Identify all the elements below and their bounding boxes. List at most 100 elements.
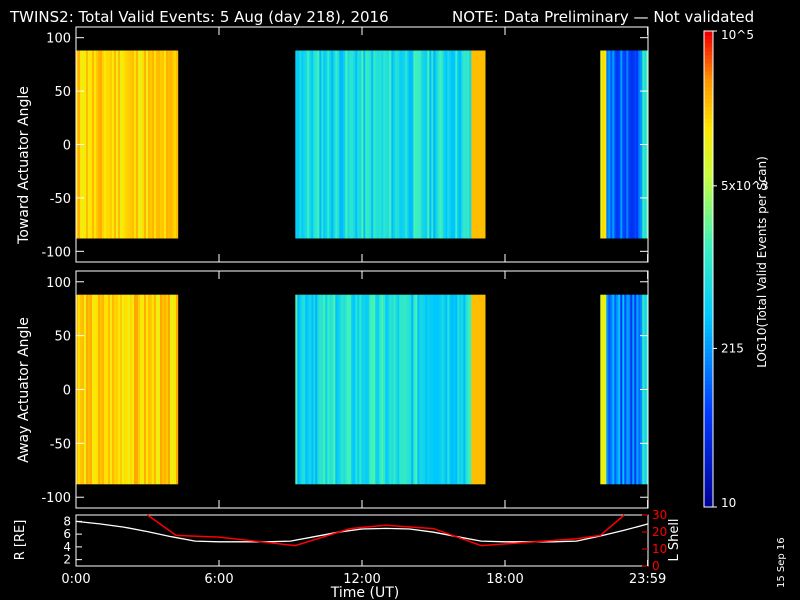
- toward-angle-panel: 100 50 0 -50 -100: [41, 26, 649, 263]
- heatmap-column: [610, 50, 613, 239]
- preliminary-note: NOTE: Data Preliminary — Not validated: [452, 8, 754, 26]
- heatmap-column: [433, 294, 436, 485]
- heatmap-column: [116, 50, 119, 239]
- heatmap-column: [337, 294, 340, 485]
- heatmap-segment: [295, 294, 486, 485]
- heatmap-column: [638, 294, 641, 485]
- y-tick-label: 100: [46, 32, 71, 47]
- heatmap-column: [333, 50, 336, 239]
- colorbar-cell: [704, 320, 713, 326]
- heatmap-column: [451, 50, 454, 239]
- heatmap-column: [164, 50, 167, 239]
- heatmap-column: [142, 50, 145, 239]
- heatmap-column: [449, 50, 452, 239]
- y-tick-label: 50: [54, 330, 71, 345]
- heatmap-column: [168, 294, 171, 485]
- colorbar-cell: [704, 213, 713, 219]
- heatmap-column: [140, 50, 143, 239]
- heatmap-column: [413, 294, 416, 485]
- colorbar-cell: [704, 447, 713, 453]
- heatmap-column: [331, 294, 334, 485]
- heatmap-column: [120, 294, 123, 485]
- heatmap-segment: [76, 294, 179, 485]
- heatmap-column: [379, 294, 382, 485]
- colorbar-cell: [704, 443, 713, 449]
- colorbar-cell: [704, 35, 713, 40]
- heatmap-column: [395, 294, 398, 485]
- heatmap-column: [327, 50, 330, 239]
- heatmap-column: [152, 294, 155, 485]
- x-tick-label: 0:00: [61, 572, 90, 587]
- heatmap-column: [174, 50, 177, 239]
- heatmap-column: [618, 294, 621, 485]
- colorbar-cell: [704, 70, 713, 76]
- colorbar-cell: [704, 300, 713, 306]
- heatmap-column: [626, 50, 629, 239]
- colorbar-cell: [704, 411, 713, 417]
- colorbar-cell: [704, 94, 713, 100]
- heatmap-column: [381, 50, 384, 239]
- heatmap-column: [475, 50, 478, 239]
- y-tick-label: 0: [63, 139, 71, 154]
- colorbar-cell: [704, 82, 713, 88]
- heatmap-column: [345, 50, 348, 239]
- heatmap-column: [86, 50, 89, 239]
- heatmap-column: [608, 50, 611, 239]
- colorbar-frame: [703, 30, 714, 508]
- heatmap-column: [636, 294, 639, 485]
- heatmap-column: [461, 294, 464, 485]
- heatmap-column: [355, 294, 358, 485]
- heatmap-column: [343, 294, 346, 485]
- heatmap-column: [427, 294, 430, 485]
- y-tick-label: 0: [63, 384, 71, 399]
- heatmap-column: [327, 294, 330, 485]
- heatmap-column: [459, 294, 462, 485]
- heatmap-column: [435, 50, 438, 239]
- heatmap-column: [441, 294, 444, 485]
- colorbar-cell: [704, 463, 713, 468]
- heatmap-column: [393, 50, 396, 239]
- colorbar-cell: [704, 110, 713, 115]
- y-tick-label: 100: [46, 276, 71, 291]
- heatmap-column: [369, 294, 372, 485]
- heatmap-column: [437, 50, 440, 239]
- heatmap-column: [136, 50, 139, 239]
- y-tick-label: -100: [41, 245, 71, 260]
- colorbar-cell: [704, 479, 713, 484]
- heatmap-column: [606, 294, 609, 485]
- heatmap-column: [331, 50, 334, 239]
- heatmap-column: [347, 294, 350, 485]
- colorbar-cell: [704, 395, 713, 401]
- colorbar-cell: [704, 201, 713, 207]
- heatmap-column: [124, 294, 127, 485]
- heatmap-column: [130, 50, 133, 239]
- heatmap-column: [361, 50, 364, 239]
- plot-title: TWINS2: Total Valid Events: 5 Aug (day 2…: [9, 8, 389, 26]
- heatmap-column: [479, 294, 482, 485]
- heatmap-column: [321, 294, 324, 485]
- colorbar-cell: [704, 134, 713, 139]
- heatmap-column: [146, 50, 149, 239]
- colorbar-cell: [704, 90, 713, 96]
- heatmap-column: [166, 50, 169, 239]
- colorbar-cell: [704, 146, 713, 151]
- y-tick-label: 50: [54, 85, 71, 100]
- colorbar-cell: [704, 332, 713, 338]
- heatmap-column: [118, 294, 121, 485]
- time-axis-label: Time (UT): [330, 585, 399, 600]
- colorbar-cell: [704, 233, 713, 238]
- colorbar-cell: [704, 499, 713, 504]
- heatmap-column: [315, 50, 318, 239]
- colorbar-tick-label: 215: [721, 341, 744, 355]
- heatmap-column: [620, 294, 623, 485]
- orbit-lshell-label: L Shell: [667, 518, 682, 561]
- heatmap-column: [409, 50, 412, 239]
- colorbar-cell: [704, 142, 713, 147]
- y-tick-label: -50: [50, 192, 71, 207]
- heatmap-column: [618, 50, 621, 239]
- x-tick-label: 12:00: [343, 572, 380, 587]
- colorbar-cell: [704, 364, 713, 369]
- heatmap-column: [407, 294, 410, 485]
- heatmap-column: [297, 294, 300, 485]
- colorbar-cell: [704, 193, 713, 199]
